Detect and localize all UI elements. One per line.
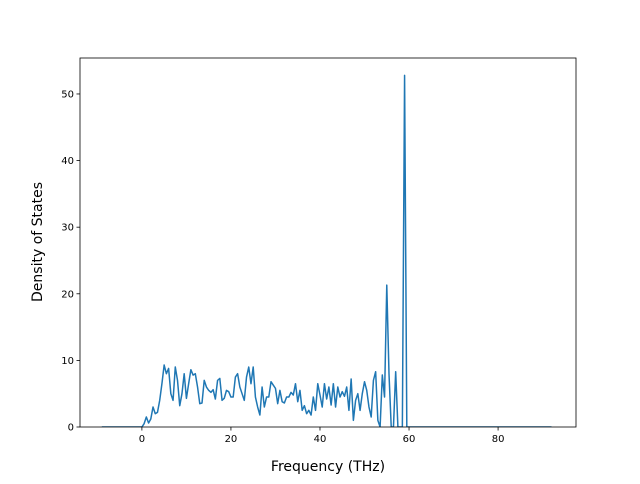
x-tick-label: 0 bbox=[139, 434, 145, 445]
x-tick-label: 20 bbox=[225, 434, 238, 445]
x-tick-label: 40 bbox=[314, 434, 327, 445]
x-tick-label: 60 bbox=[403, 434, 416, 445]
y-tick-label: 40 bbox=[61, 156, 74, 167]
x-axis-label: Frequency (THz) bbox=[271, 459, 385, 475]
y-tick-label: 0 bbox=[68, 423, 74, 434]
y-tick-label: 30 bbox=[61, 223, 74, 234]
line bbox=[101, 74, 552, 427]
y-tick-label: 20 bbox=[61, 289, 74, 300]
y-tick-label: 10 bbox=[61, 356, 74, 367]
y-tick-label: 50 bbox=[61, 89, 74, 100]
x-tick-label: 80 bbox=[492, 434, 505, 445]
plot-frame bbox=[79, 57, 577, 428]
y-axis-label: Density of States bbox=[30, 182, 46, 302]
